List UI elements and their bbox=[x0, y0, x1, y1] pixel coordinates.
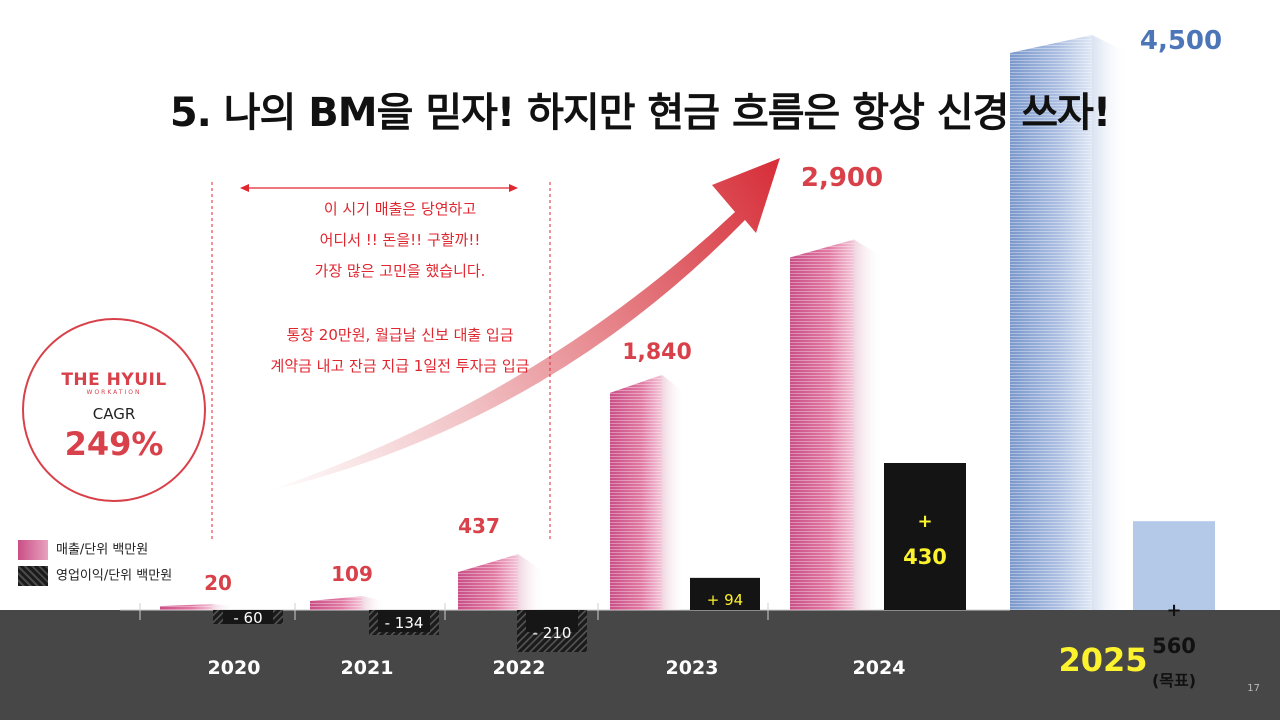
revenue-value-label: 1,840 bbox=[622, 340, 692, 365]
revenue-bar-side bbox=[212, 604, 235, 610]
operating-profit-bar bbox=[690, 577, 760, 610]
revenue-bar-side bbox=[518, 554, 545, 610]
story-text-top: 이 시기 매출은 당연하고 어디서 !! 돈을!! 구할까!! 가장 많은 고민… bbox=[228, 194, 572, 287]
operating-profit-value-label: 430 bbox=[903, 545, 947, 569]
legend-swatch-revenue bbox=[18, 540, 48, 560]
x-tick-label: 2024 bbox=[853, 657, 906, 679]
revenue-bar-texture bbox=[310, 596, 362, 610]
revenue-bar-side bbox=[362, 596, 385, 610]
brand-logo: THE HYUIL bbox=[61, 370, 167, 390]
legend-label-operating-profit: 영업이익/단위 백만원 bbox=[56, 568, 173, 584]
operating-profit-bar bbox=[1133, 521, 1215, 610]
page-title: 5. 나의 BM을 믿자! 하지만 현금 흐름은 항상 신경 쓰자! bbox=[169, 90, 1111, 136]
x-tick-label: 2023 bbox=[666, 657, 719, 679]
page-number: 17 bbox=[1247, 683, 1260, 694]
operating-profit-value-label: - 134 bbox=[385, 614, 424, 632]
story-line: 이 시기 매출은 당연하고 bbox=[323, 200, 477, 218]
legend-revenue: 매출/단위 백만원 bbox=[18, 540, 148, 560]
period-span-arrow bbox=[240, 184, 518, 192]
revenue-value-label: 437 bbox=[458, 514, 500, 538]
revenue-value-label: 4,500 bbox=[1140, 26, 1222, 56]
story-line: 가장 많은 고민을 했습니다. bbox=[314, 262, 486, 280]
story-line: 계약금 내고 잔금 지급 1일전 투자금 입금 bbox=[270, 357, 530, 375]
revenue-bar-side bbox=[1092, 35, 1129, 610]
legend-operating-profit: 영업이익/단위 백만원 bbox=[18, 566, 172, 586]
cagr-badge: THE HYUIL WORKATION CAGR 249% bbox=[22, 318, 206, 502]
revenue-bar-texture bbox=[160, 604, 212, 610]
brand-logo-sub: WORKATION bbox=[86, 389, 142, 396]
x-tick-label: 2025 bbox=[1058, 641, 1147, 679]
story-line: 어디서 !! 돈을!! 구할까!! bbox=[319, 231, 481, 249]
revenue-value-label: 20 bbox=[204, 571, 232, 595]
operating-profit-bar bbox=[884, 463, 966, 610]
revenue-bar-texture bbox=[458, 554, 518, 610]
axis-band bbox=[0, 610, 1280, 720]
operating-profit-value-label: 560 bbox=[1152, 634, 1196, 658]
story-line: 통장 20만원, 월급날 신보 대출 입금 bbox=[286, 326, 514, 344]
x-tick-label: 2020 bbox=[208, 657, 261, 679]
operating-profit-value-label: - 60 bbox=[233, 609, 262, 627]
cagr-label: CAGR bbox=[92, 405, 136, 423]
operating-profit-label-bg bbox=[378, 610, 430, 632]
operating-profit-value-label: + 94 bbox=[707, 591, 743, 609]
revenue-bar-texture bbox=[610, 374, 662, 610]
legend-label-revenue: 매출/단위 백만원 bbox=[56, 542, 149, 558]
revenue-bar-texture bbox=[1010, 35, 1092, 610]
growth-arrow bbox=[265, 158, 780, 492]
story-text-bottom: 통장 20만원, 월급날 신보 대출 입금 계약금 내고 잔금 지급 1일전 투… bbox=[228, 320, 572, 382]
operating-profit-label-bg bbox=[526, 610, 578, 632]
revenue-value-label: 109 bbox=[331, 562, 373, 586]
operating-profit-sign: + bbox=[917, 511, 932, 532]
cagr-value: 249% bbox=[64, 425, 164, 463]
operating-profit-note: (목표) bbox=[1152, 671, 1196, 690]
revenue-value-label: 2,900 bbox=[801, 163, 883, 193]
revenue-bar-texture bbox=[790, 239, 854, 610]
operating-profit-value-label: - 210 bbox=[533, 624, 572, 642]
revenue-bar-side bbox=[662, 374, 685, 610]
operating-profit-sign: + bbox=[1166, 600, 1181, 621]
revenue-bar-side bbox=[854, 239, 883, 610]
x-tick-label: 2022 bbox=[493, 657, 546, 679]
legend-swatch-operating-profit bbox=[18, 566, 48, 586]
operating-profit-label-bg bbox=[223, 610, 273, 624]
x-tick-label: 2021 bbox=[341, 657, 394, 679]
